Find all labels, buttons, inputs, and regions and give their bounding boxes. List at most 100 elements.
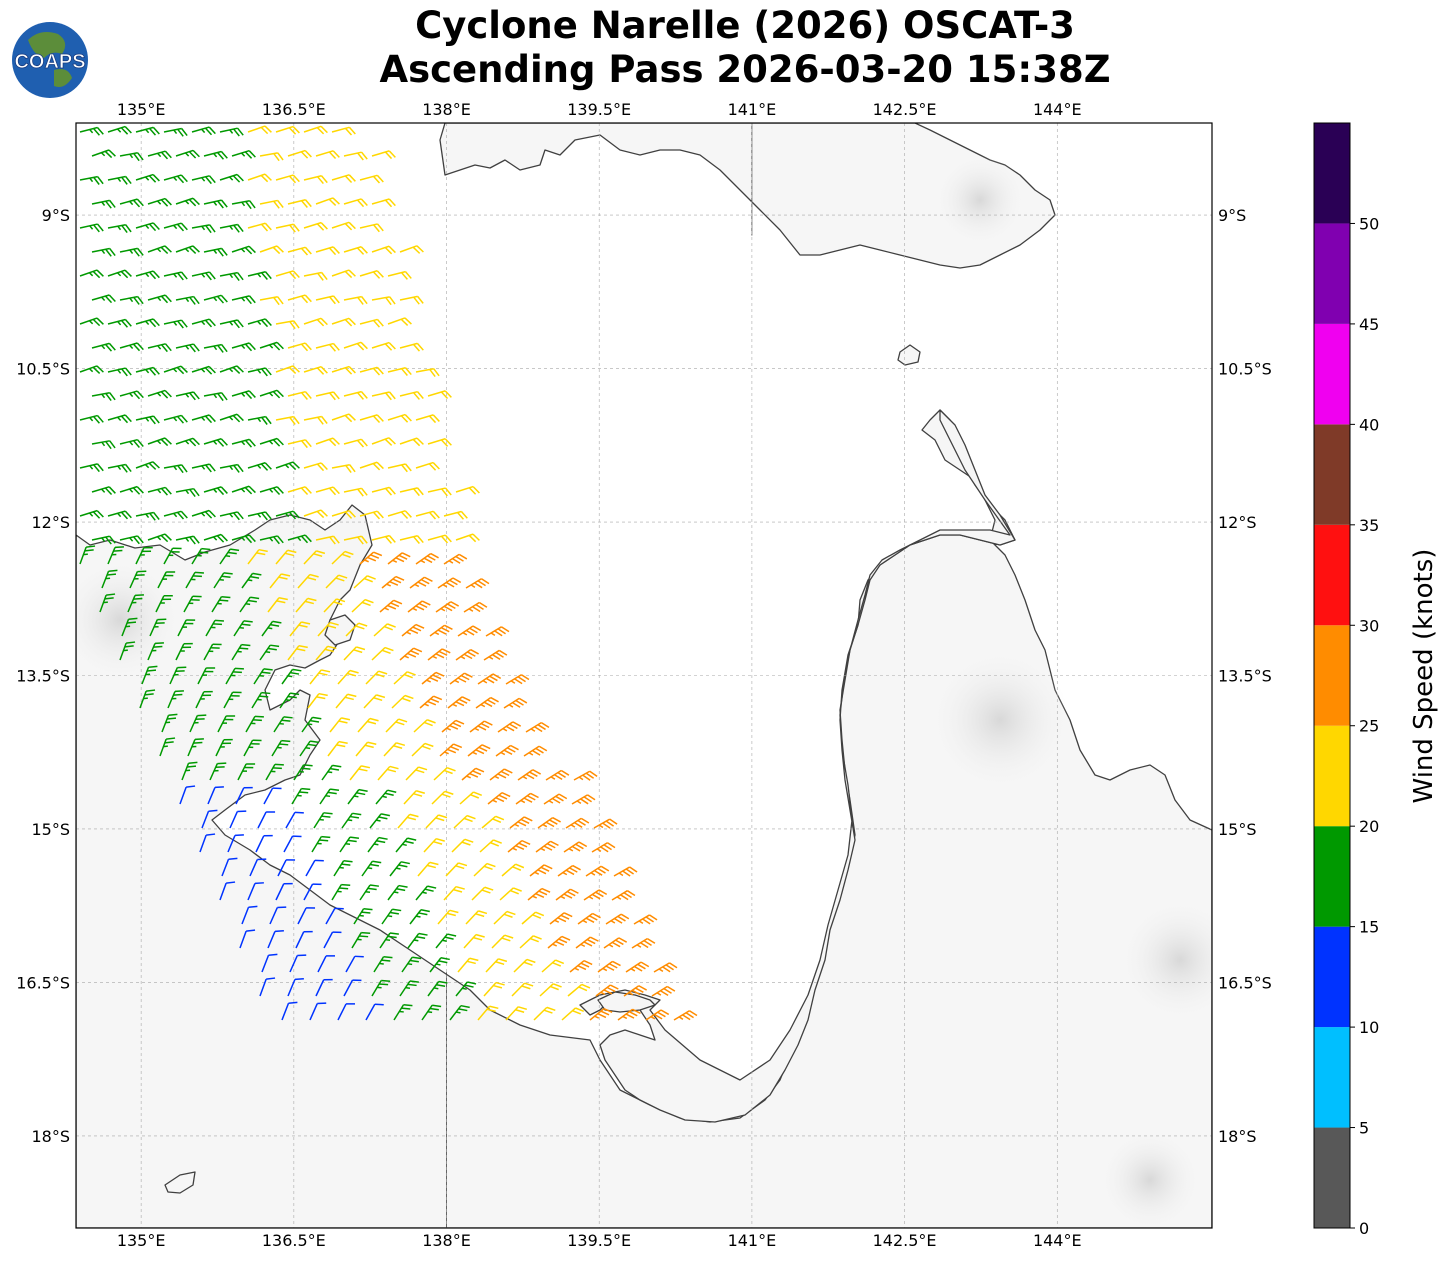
wind-barb [79,317,104,327]
wind-barb [175,487,200,498]
wind-barb [387,884,408,901]
wind-barb [399,647,423,661]
wind-barb [275,270,300,280]
wind-barb [297,573,319,589]
wind-barb [573,770,598,781]
wind-barb [509,816,533,829]
wind-barb [191,318,216,328]
wind-barb [185,571,204,589]
wind-barb [653,962,678,973]
wind-barb [385,718,408,733]
lon-tick-label-bottom: 136.5°E [262,1231,326,1250]
wind-barb [483,981,505,997]
wind-barb [429,624,453,637]
wind-barb [191,463,216,473]
wind-barb [203,199,228,209]
wind-barb [219,127,244,137]
wind-barb [231,438,256,448]
wind-barb [241,572,262,589]
wind-barb [491,934,514,949]
wind-barbs [79,125,698,1021]
wind-barb [183,595,202,613]
wind-barb [355,741,377,757]
wind-barb [227,834,244,853]
wind-barb [281,668,302,685]
wind-barb [485,958,508,973]
wind-barb [315,197,340,206]
wind-barb [167,690,184,709]
wind-barb [199,833,216,853]
wind-barb [371,198,396,208]
wind-barb [411,742,434,757]
wind-barb [275,415,300,425]
wind-barb [163,365,188,375]
wind-barb [79,414,104,424]
wind-barb [119,247,144,257]
wind-barb [589,1007,613,1021]
lat-tick-label-right: 18°S [1218,1127,1257,1146]
wind-barb [353,575,376,589]
wind-barb [79,545,96,565]
wind-barb [321,764,342,781]
wind-barb [325,574,348,589]
wind-barb [79,175,104,185]
wind-barb [287,294,312,304]
wind-barb [371,341,396,351]
colorbar-tick-label: 35 [1359,516,1379,535]
wind-barb [307,692,328,709]
wind-barb [303,221,328,231]
wind-barb [163,127,188,137]
coaps-logo-icon: COAPS [12,22,88,98]
wind-barb [107,125,132,135]
wind-barb [541,959,565,973]
wind-barb [287,246,312,256]
map-axes [76,123,1212,1228]
wind-barb [379,599,403,613]
wind-barb [555,888,579,901]
wind-barb [287,439,312,449]
wind-barb [147,642,164,661]
wind-barb [495,744,519,757]
wind-barb [343,535,368,545]
wind-barb [423,837,445,853]
wind-barb [239,929,256,949]
wind-barb [315,437,340,447]
wind-barb [631,937,656,949]
wind-barb [365,1003,384,1021]
wind-barb [147,150,172,160]
wind-barb [293,764,313,781]
lon-tick-label-bottom: 142.5°E [873,1231,937,1250]
wind-barb [275,174,300,184]
wind-barb [303,509,328,519]
wind-barb [247,173,272,183]
wind-barb [343,487,368,497]
wind-barb [219,511,244,521]
wind-barb [163,547,182,565]
colorbar-tick-label: 45 [1359,315,1379,334]
wind-barb [303,317,328,327]
colorbar-bin [1314,424,1350,525]
lon-tick-label-top: 138°E [422,100,471,119]
colorbar-tick-label: 15 [1359,918,1379,937]
wind-barb [455,533,480,543]
wind-barb [399,342,424,352]
wind-barb [119,485,144,495]
wind-barb [219,413,244,423]
wind-barb [397,813,419,829]
wind-barb [119,641,136,661]
wind-barb [371,437,396,446]
wind-barb [259,245,284,255]
wind-barb [393,1003,413,1021]
wind-barb [613,866,638,877]
wind-barb [261,953,278,973]
wind-barb [427,487,452,497]
wind-barb [365,670,388,685]
terrain-shade [930,650,1070,790]
wind-barb [415,885,437,901]
wind-barb [259,644,280,661]
wind-barb [175,343,200,353]
wind-barb [317,621,339,637]
wind-barb [493,910,516,925]
wind-barb [179,785,196,805]
wind-barb [331,174,356,183]
